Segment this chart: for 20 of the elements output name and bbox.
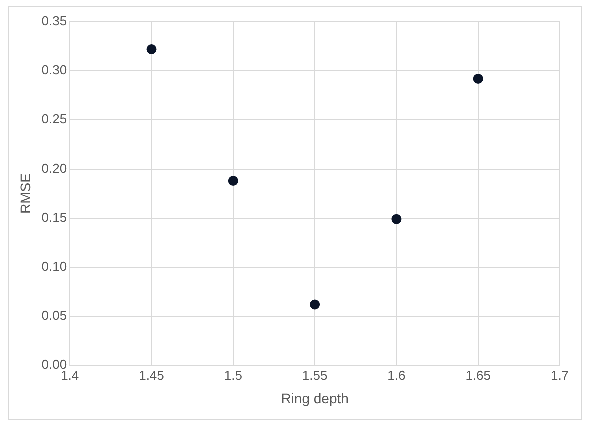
y-tick-label: 0.10 (42, 259, 68, 274)
x-axis-title: Ring depth (281, 390, 349, 406)
y-tick-label: 0.15 (42, 210, 68, 225)
point (392, 214, 402, 224)
x-tick-label: 1.55 (302, 368, 328, 383)
point (473, 74, 484, 84)
x-tick-label: 1.45 (139, 368, 164, 383)
x-tick-label: 1.7 (550, 368, 570, 383)
point (228, 176, 238, 186)
y-tick-label: 0.20 (42, 160, 68, 176)
y-tick-label: 0.05 (42, 308, 68, 324)
x-tick-label: 1.6 (388, 368, 406, 383)
x-tick-label: 1.5 (224, 368, 242, 383)
y-tick-label: 0.25 (42, 112, 68, 127)
x-tick-label: 1.65 (466, 368, 492, 383)
y-tick-label: 0.30 (42, 62, 68, 78)
point (146, 44, 157, 54)
y-axis-title: RMSE (17, 174, 34, 214)
y-tick-label: 0.35 (42, 14, 68, 29)
point (310, 300, 320, 310)
